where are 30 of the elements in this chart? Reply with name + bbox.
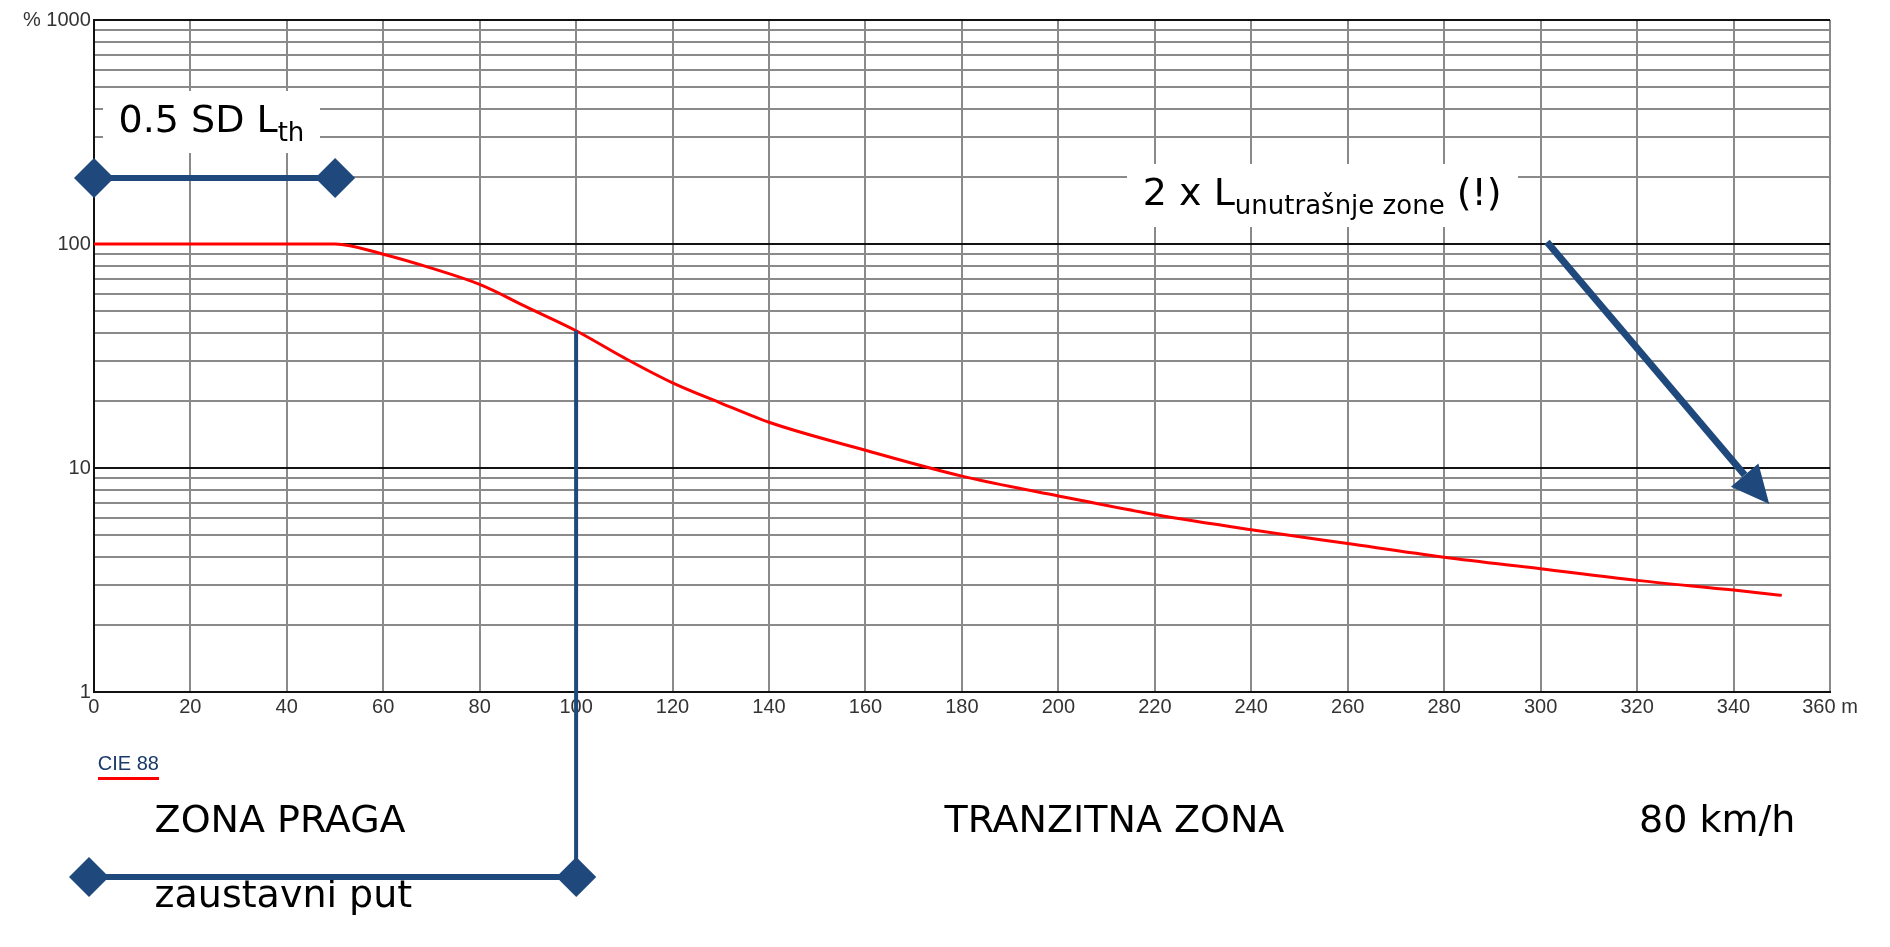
text: ZONA PRAGA (154, 797, 406, 843)
x-tick-label: 220 (1138, 694, 1172, 717)
x-tick-label: 120 (655, 694, 690, 717)
y-tick-label: % 1000 (22, 7, 91, 30)
x-tick-label: 80 (468, 694, 491, 717)
x-tick-label: 0 (88, 694, 100, 717)
text: 80 km/h (1639, 797, 1796, 843)
x-tick-label: 340 (1716, 694, 1751, 717)
x-tick-label: 300 (1523, 694, 1558, 717)
text: TRANZITNA ZONA (944, 797, 1285, 843)
y-tick-label: 10 (68, 455, 91, 478)
x-tick-label: 280 (1427, 694, 1461, 717)
x-tick-label: 360 m (1802, 694, 1858, 717)
x-tick-label: 40 (275, 694, 298, 717)
x-tick-label: 180 (945, 694, 979, 717)
annotation: 2 x L$_{unutrašnje zone}$ (!) (1126, 164, 1518, 228)
x-tick-label: 160 (848, 694, 883, 717)
annotation: 0.5 SD L$_{th}$ (102, 90, 321, 154)
x-tick-label: 320 (1620, 694, 1654, 717)
x-tick-label: 260 (1331, 694, 1365, 717)
x-tick-label: 200 (1041, 694, 1076, 717)
x-tick-label: 140 (752, 694, 786, 717)
x-tick-label: 60 (372, 694, 395, 717)
line-series (93, 242, 1784, 597)
text: CIE 88 (97, 752, 159, 776)
x-tick-label: 20 (179, 694, 202, 717)
y-tick-label: 1 (79, 679, 91, 702)
text: zaustavni put (154, 872, 413, 918)
x-tick-label: 240 (1234, 694, 1268, 717)
y-tick-label: 100 (57, 231, 91, 254)
